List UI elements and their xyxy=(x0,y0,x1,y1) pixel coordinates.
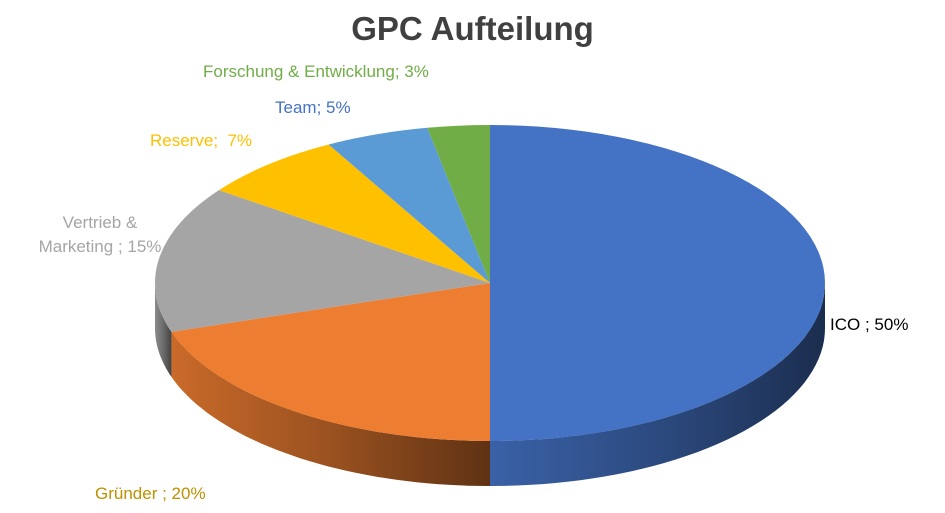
data-label: Forschung & Entwicklung; 3% xyxy=(203,60,429,84)
slice-side-shade xyxy=(155,283,172,377)
label-category: Forschung & Entwicklung xyxy=(203,62,395,81)
label-value: ; 3% xyxy=(394,62,429,81)
label-value: ; 50% xyxy=(860,315,909,334)
data-label: Team; 5% xyxy=(275,96,351,120)
data-label: ICO ; 50% xyxy=(830,313,908,337)
slice xyxy=(427,125,490,283)
label-category: Reserve xyxy=(150,131,214,150)
label-value: ; 20% xyxy=(157,484,206,503)
label-category: Gründer xyxy=(95,484,158,503)
slice xyxy=(328,127,490,283)
data-label: Vertrieb & Marketing ; 15% xyxy=(25,211,175,259)
label-category: ICO xyxy=(830,315,861,334)
label-value: ; 5% xyxy=(316,98,351,117)
slice-side-shade xyxy=(490,283,825,486)
slice xyxy=(218,144,490,283)
slice xyxy=(155,190,490,332)
slice xyxy=(490,125,825,441)
label-value: ; 15% xyxy=(113,237,162,256)
data-label: Reserve; 7% xyxy=(150,129,252,153)
slice xyxy=(171,283,491,441)
data-label: Gründer ; 20% xyxy=(95,482,206,506)
chart-title: GPC Aufteilung xyxy=(351,10,594,47)
label-category: Vertrieb & Marketing xyxy=(38,213,138,256)
label-category: Team xyxy=(275,98,317,117)
slice-side-shade xyxy=(171,331,490,486)
label-value: ; 7% xyxy=(213,131,253,150)
